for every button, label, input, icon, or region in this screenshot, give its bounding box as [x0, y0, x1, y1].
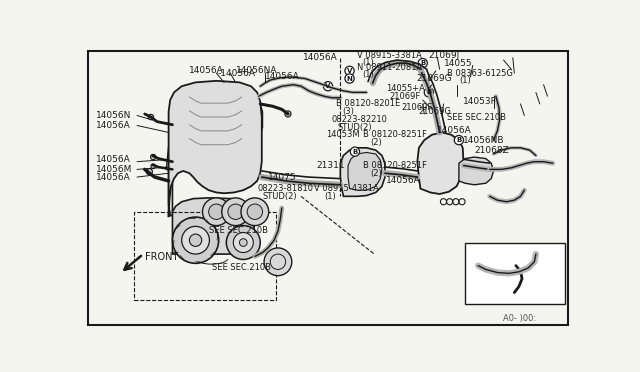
Circle shape	[350, 147, 360, 156]
Circle shape	[323, 81, 333, 91]
Text: B 08120-8251F: B 08120-8251F	[363, 161, 426, 170]
Text: STUD(2): STUD(2)	[337, 122, 372, 132]
Polygon shape	[182, 86, 259, 126]
Circle shape	[454, 135, 463, 145]
Text: B 08120-8251F: B 08120-8251F	[363, 130, 426, 139]
Circle shape	[209, 204, 224, 219]
Text: 21068Z: 21068Z	[474, 145, 509, 155]
Circle shape	[424, 88, 433, 97]
Text: 14056A: 14056A	[95, 121, 130, 130]
Polygon shape	[196, 127, 234, 132]
Text: (1): (1)	[459, 76, 470, 85]
Circle shape	[221, 198, 250, 225]
Text: -14056A: -14056A	[217, 70, 255, 78]
Text: 08223-82210: 08223-82210	[332, 115, 388, 124]
Polygon shape	[172, 198, 254, 254]
Text: (2): (2)	[371, 138, 382, 147]
Text: 14056M: 14056M	[95, 165, 132, 174]
Text: V: V	[325, 83, 331, 89]
Text: FRONT: FRONT	[145, 252, 178, 262]
Text: 14055+A: 14055+A	[386, 84, 424, 93]
Text: N 08911-2081A: N 08911-2081A	[357, 63, 422, 72]
Text: 14056NB: 14056NB	[463, 136, 504, 145]
Polygon shape	[340, 148, 385, 196]
Circle shape	[182, 226, 209, 254]
Circle shape	[172, 217, 219, 263]
Text: 14075: 14075	[268, 173, 296, 182]
Text: (1): (1)	[363, 70, 374, 79]
Text: 14056A: 14056A	[265, 73, 300, 81]
Text: (1): (1)	[363, 58, 374, 67]
Text: V 08915-4381A: V 08915-4381A	[314, 184, 379, 193]
Bar	[465, 243, 565, 304]
Text: 14056A: 14056A	[386, 176, 420, 185]
Text: 14056A: 14056A	[303, 53, 338, 62]
Polygon shape	[168, 85, 260, 216]
Text: SEE SEC.210B: SEE SEC.210B	[447, 112, 506, 122]
Circle shape	[239, 239, 247, 246]
Text: V: V	[347, 68, 352, 74]
Circle shape	[148, 114, 154, 120]
Text: SEE SEC.210B: SEE SEC.210B	[212, 263, 271, 272]
Text: 08223-81810: 08223-81810	[257, 184, 313, 193]
Text: 14056A: 14056A	[189, 66, 224, 75]
Polygon shape	[168, 81, 262, 217]
Circle shape	[241, 198, 269, 225]
Circle shape	[345, 74, 354, 83]
Text: 21069F: 21069F	[390, 92, 421, 101]
Text: B: B	[353, 149, 358, 155]
Text: 21069F: 21069F	[401, 103, 433, 112]
Text: 14053M: 14053M	[326, 130, 360, 139]
Circle shape	[227, 225, 260, 260]
Text: A0- )00:: A0- )00:	[503, 314, 536, 323]
Polygon shape	[196, 135, 234, 140]
Text: B: B	[420, 60, 426, 66]
Text: B 08120-8201E: B 08120-8201E	[336, 99, 400, 108]
Text: (1): (1)	[324, 192, 336, 201]
Circle shape	[234, 232, 253, 253]
Text: B 08363-6125G: B 08363-6125G	[447, 68, 513, 78]
Polygon shape	[459, 157, 493, 185]
Circle shape	[150, 154, 156, 160]
Polygon shape	[196, 119, 234, 124]
Text: SEE SEC.210B: SEE SEC.210B	[209, 227, 268, 235]
Polygon shape	[196, 142, 234, 147]
Text: 21311: 21311	[316, 161, 345, 170]
Text: 14056NA: 14056NA	[236, 66, 277, 75]
Text: (2): (2)	[371, 169, 382, 178]
Circle shape	[247, 204, 262, 219]
Polygon shape	[348, 153, 382, 190]
Text: 21069G: 21069G	[417, 74, 452, 83]
Text: B: B	[426, 89, 431, 95]
Circle shape	[147, 169, 152, 175]
Text: (3): (3)	[342, 107, 354, 116]
Circle shape	[418, 58, 428, 68]
Text: 21069J: 21069J	[428, 51, 460, 60]
Circle shape	[151, 164, 156, 169]
Text: 14056A: 14056A	[437, 126, 472, 135]
Polygon shape	[417, 132, 463, 194]
Circle shape	[285, 111, 291, 117]
Text: 14053F: 14053F	[463, 97, 497, 106]
Polygon shape	[166, 89, 262, 171]
Circle shape	[228, 204, 243, 219]
Circle shape	[202, 198, 230, 225]
Text: B: B	[456, 137, 461, 143]
Text: 14056A: 14056A	[95, 155, 130, 164]
Bar	[134, 212, 276, 300]
Text: 14056A: 14056A	[95, 173, 130, 182]
Text: STUD(2): STUD(2)	[262, 192, 297, 201]
Circle shape	[189, 234, 202, 246]
Text: N: N	[347, 76, 353, 81]
Text: 14055: 14055	[444, 59, 472, 68]
Circle shape	[345, 66, 354, 76]
Polygon shape	[196, 112, 234, 116]
Text: 14056N: 14056N	[95, 111, 131, 120]
Text: V 08915-3381A: V 08915-3381A	[357, 51, 422, 60]
Circle shape	[264, 248, 292, 276]
Text: 21069G: 21069G	[419, 107, 452, 116]
